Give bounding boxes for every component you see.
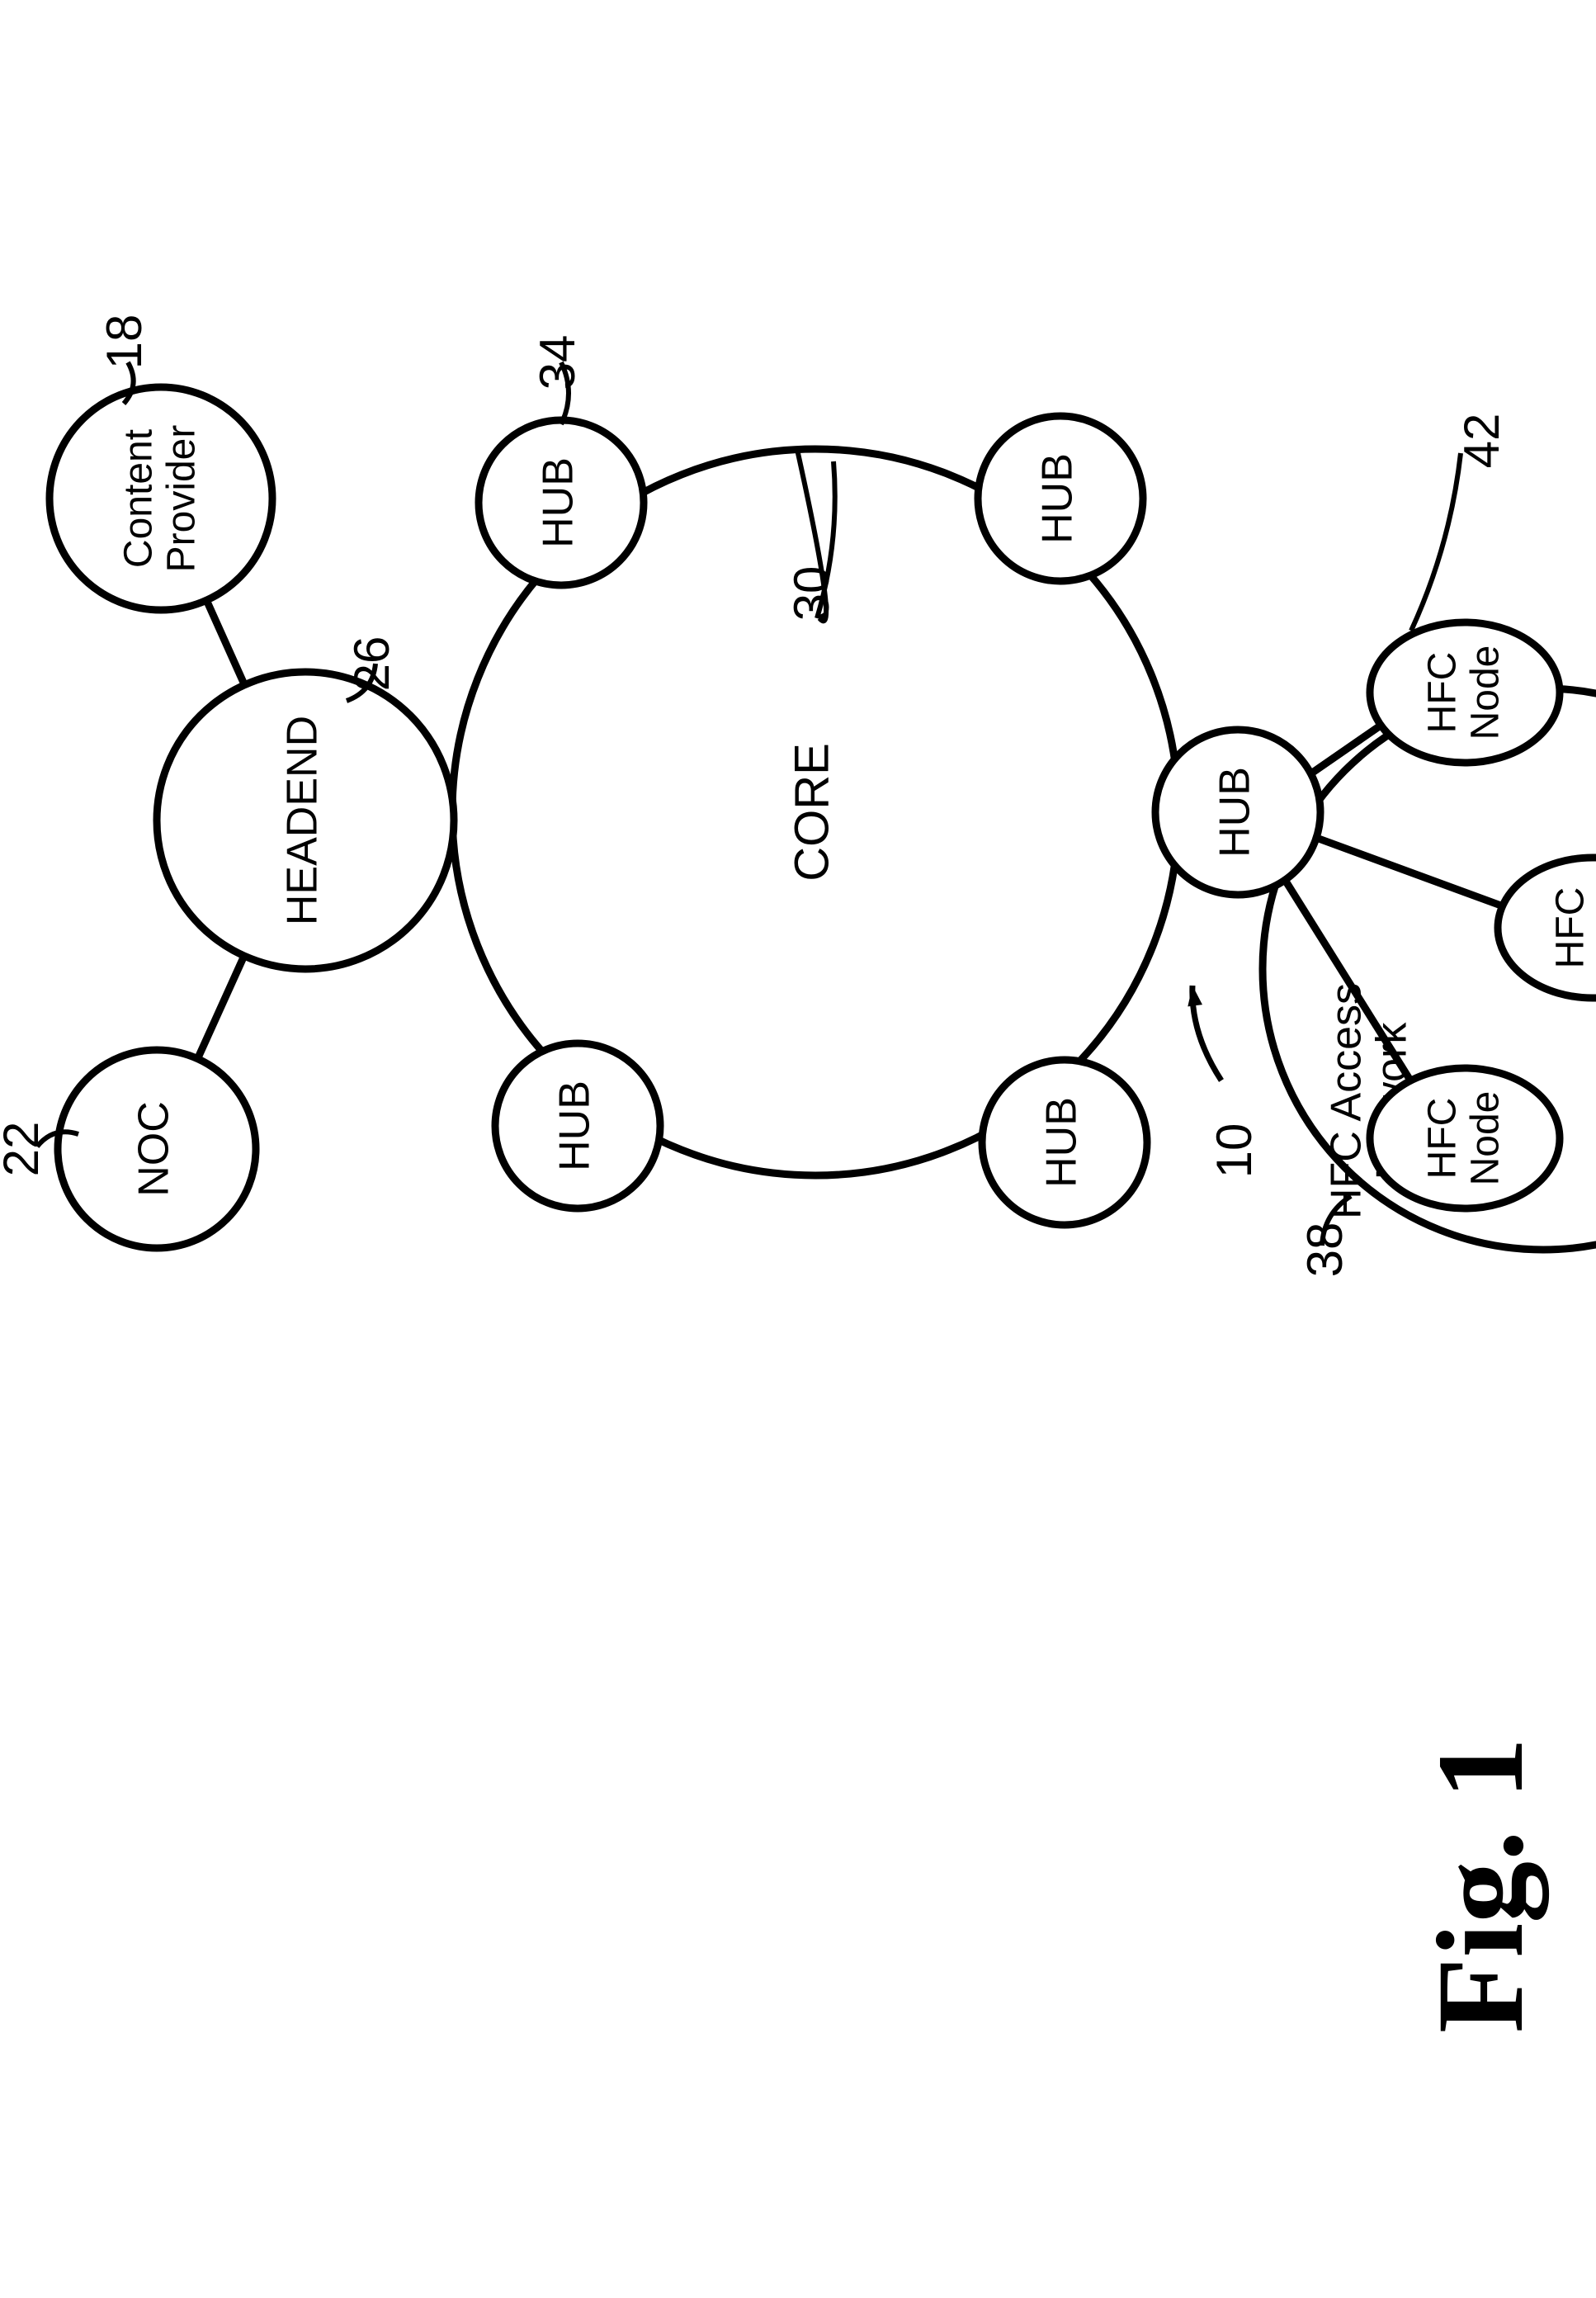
svg-text:HFC: HFC xyxy=(1421,1098,1465,1180)
svg-text:HUB: HUB xyxy=(1038,1097,1086,1188)
svg-text:34: 34 xyxy=(530,335,585,390)
svg-text:38: 38 xyxy=(1297,1222,1353,1278)
svg-text:26: 26 xyxy=(344,636,399,692)
svg-text:Fig. 1: Fig. 1 xyxy=(1412,1738,1549,2033)
svg-text:42: 42 xyxy=(1454,414,1509,469)
svg-text:Node: Node xyxy=(1592,881,1596,976)
svg-text:HUB: HUB xyxy=(1034,453,1082,544)
network-diagram: COREHFC AccessNetworkNOCContentProviderH… xyxy=(0,0,1596,2298)
svg-text:HUB: HUB xyxy=(551,1080,599,1171)
svg-text:HUB: HUB xyxy=(535,457,583,548)
svg-text:30: 30 xyxy=(784,566,839,622)
svg-text:22: 22 xyxy=(0,1122,49,1177)
svg-text:CORE: CORE xyxy=(785,743,838,882)
svg-text:HFC: HFC xyxy=(1421,652,1465,734)
svg-text:NOC: NOC xyxy=(130,1101,178,1197)
svg-text:Node: Node xyxy=(1464,645,1508,740)
svg-text:HEADEND: HEADEND xyxy=(279,716,327,925)
svg-text:18: 18 xyxy=(97,314,152,370)
svg-text:Provider: Provider xyxy=(160,425,204,573)
svg-text:Node: Node xyxy=(1464,1091,1508,1186)
svg-text:Content: Content xyxy=(117,429,161,568)
svg-text:10: 10 xyxy=(1206,1123,1262,1179)
svg-text:HUB: HUB xyxy=(1211,767,1259,858)
svg-text:HFC: HFC xyxy=(1549,887,1593,969)
svg-text:HFC Access: HFC Access xyxy=(1323,983,1371,1219)
